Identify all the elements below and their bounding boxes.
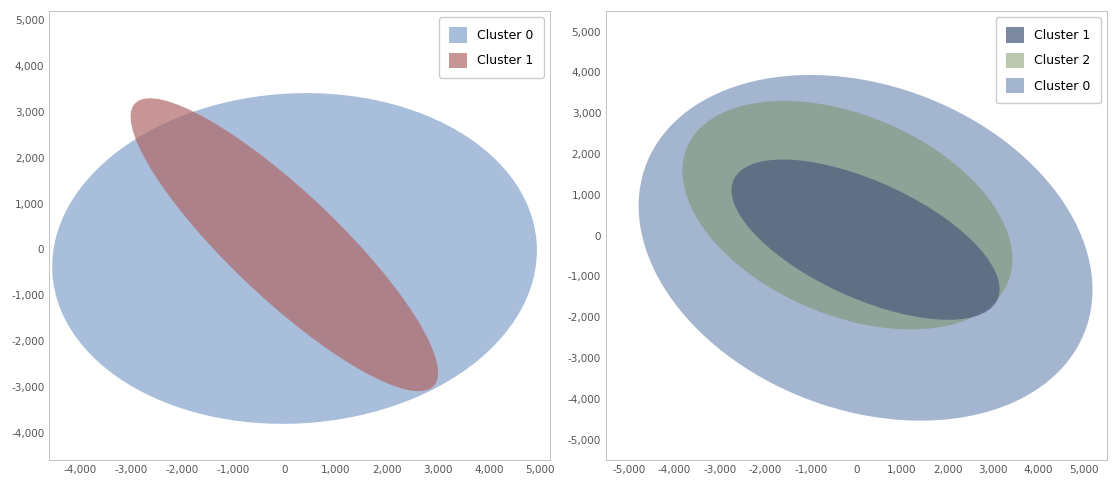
Ellipse shape	[682, 101, 1012, 330]
Ellipse shape	[638, 75, 1092, 421]
Ellipse shape	[131, 98, 438, 391]
Ellipse shape	[731, 159, 999, 320]
Ellipse shape	[53, 93, 537, 424]
Legend: Cluster 0, Cluster 1: Cluster 0, Cluster 1	[438, 17, 543, 78]
Legend: Cluster 1, Cluster 2, Cluster 0: Cluster 1, Cluster 2, Cluster 0	[995, 17, 1100, 103]
